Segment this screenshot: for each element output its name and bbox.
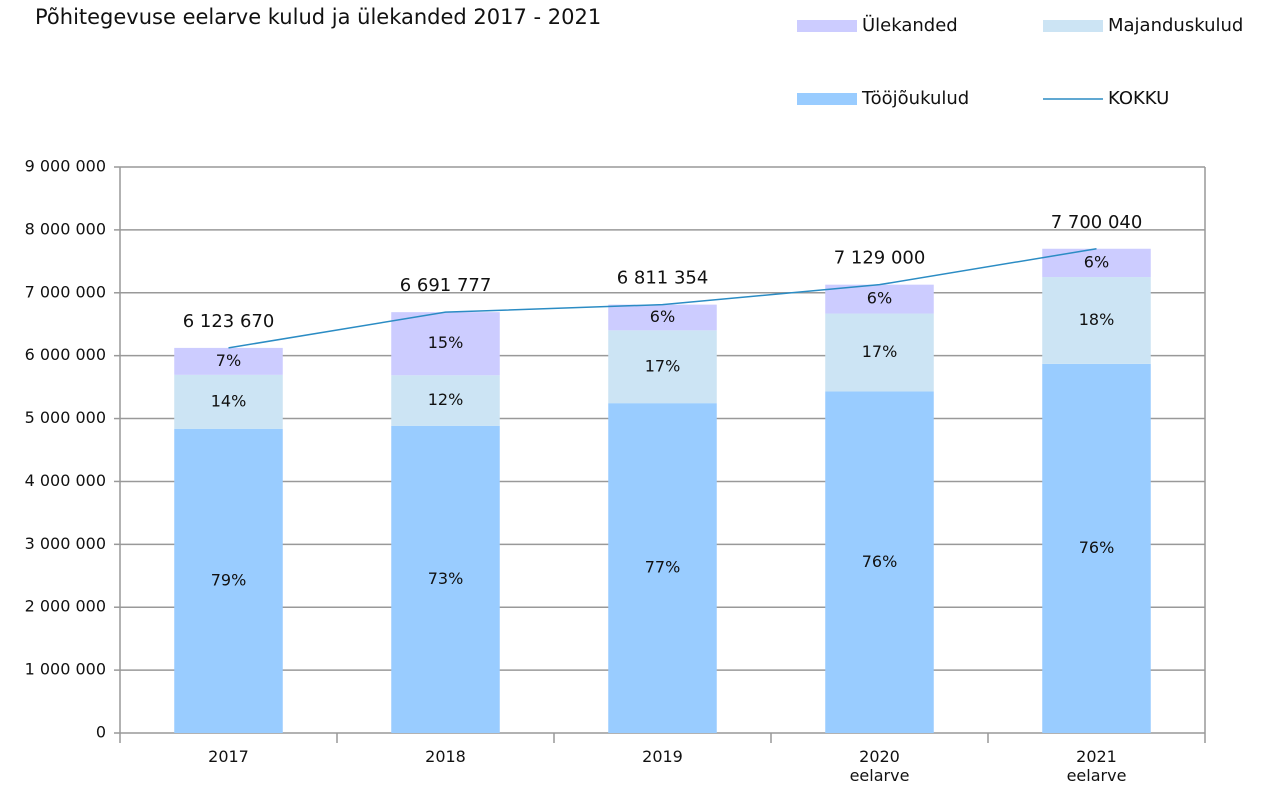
bar-segment bbox=[1042, 277, 1151, 364]
data-label: 15% bbox=[428, 333, 464, 352]
total-label: 6 811 354 bbox=[617, 268, 709, 289]
y-tick-label: 7 000 000 bbox=[25, 282, 106, 301]
y-tick-label: 6 000 000 bbox=[25, 345, 106, 364]
bar-segment bbox=[825, 313, 934, 392]
data-label: 73% bbox=[428, 569, 464, 588]
y-tick-label: 0 bbox=[96, 723, 106, 742]
data-label: 17% bbox=[862, 342, 898, 361]
bar-segment bbox=[608, 330, 717, 404]
y-tick-label: 8 000 000 bbox=[25, 219, 106, 238]
legend-label: Majanduskulud bbox=[1108, 15, 1243, 36]
data-label: 77% bbox=[645, 558, 681, 577]
data-label: 76% bbox=[862, 552, 898, 571]
y-tick-label: 5 000 000 bbox=[25, 408, 106, 427]
legend-swatch bbox=[1043, 20, 1103, 32]
data-label: 17% bbox=[645, 356, 681, 375]
y-tick-label: 4 000 000 bbox=[25, 471, 106, 490]
bar-segment bbox=[391, 425, 500, 733]
y-tick-label: 2 000 000 bbox=[25, 597, 106, 616]
data-label: 76% bbox=[1079, 538, 1115, 557]
bar-segment bbox=[391, 312, 500, 376]
data-label: 6% bbox=[867, 289, 892, 308]
bar-segment bbox=[608, 304, 717, 331]
data-label: 6% bbox=[650, 307, 675, 326]
data-label: 79% bbox=[211, 570, 247, 589]
bar-segment bbox=[1042, 363, 1151, 733]
bar-segment bbox=[825, 391, 934, 733]
legend-swatch bbox=[797, 93, 857, 105]
bar-segment bbox=[391, 375, 500, 426]
y-tick-label: 1 000 000 bbox=[25, 660, 106, 679]
legend-label: Tööjõukulud bbox=[861, 88, 969, 109]
bar-segment bbox=[1042, 248, 1151, 278]
x-tick-label: 2020 eelarve bbox=[849, 747, 910, 785]
data-label: 18% bbox=[1079, 310, 1115, 329]
data-label: 12% bbox=[428, 390, 464, 409]
bar-segment bbox=[174, 428, 283, 733]
data-label: 6% bbox=[1084, 252, 1109, 271]
total-label: 6 123 670 bbox=[183, 311, 275, 332]
total-label: 7 700 040 bbox=[1051, 212, 1143, 233]
y-tick-label: 9 000 000 bbox=[25, 157, 106, 176]
bar-segment bbox=[825, 284, 934, 314]
bar-segment bbox=[174, 347, 283, 375]
x-tick-label: 2019 bbox=[642, 747, 683, 766]
total-line bbox=[228, 248, 1097, 349]
legend-label: KOKKU bbox=[1108, 88, 1169, 109]
total-label: 6 691 777 bbox=[400, 275, 492, 296]
y-tick-label: 3 000 000 bbox=[25, 534, 106, 553]
bar-segment bbox=[174, 374, 283, 429]
x-tick-label: 2017 bbox=[208, 747, 249, 766]
chart-title: Põhitegevuse eelarve kulud ja ülekanded … bbox=[35, 5, 601, 29]
x-tick-label: 2018 bbox=[425, 747, 466, 766]
total-label: 7 129 000 bbox=[834, 248, 926, 269]
legend-label: Ülekanded bbox=[862, 14, 958, 36]
legend-swatch bbox=[797, 20, 857, 32]
x-tick-label: 2021 eelarve bbox=[1066, 747, 1127, 785]
bar-segment bbox=[608, 403, 717, 733]
data-label: 14% bbox=[211, 391, 247, 410]
data-label: 7% bbox=[216, 351, 241, 370]
